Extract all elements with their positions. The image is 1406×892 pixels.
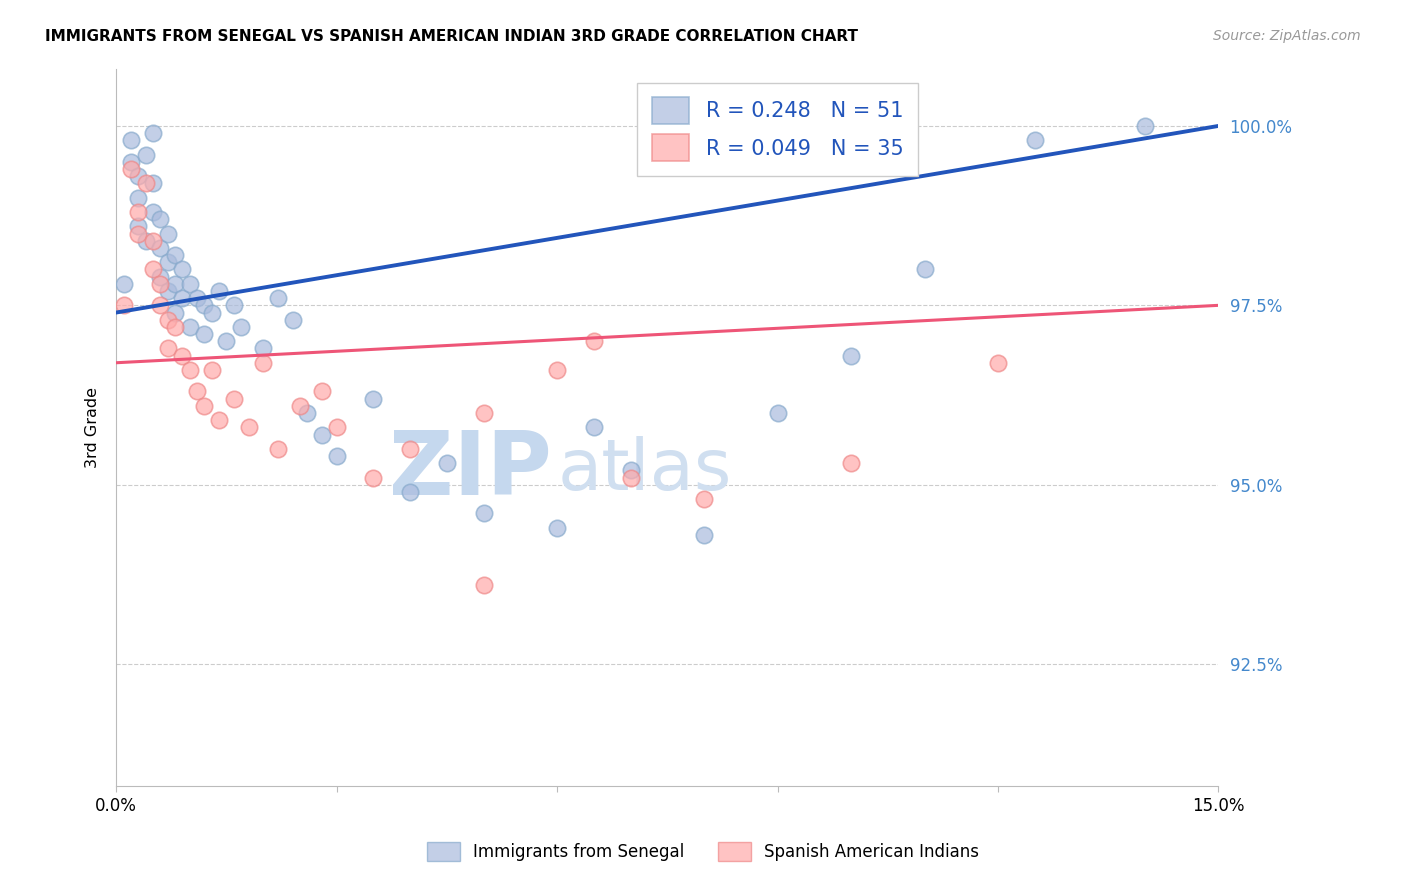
Point — [172, 291, 194, 305]
Point — [127, 169, 149, 183]
Point — [201, 305, 224, 319]
Point — [238, 420, 260, 434]
Point — [156, 312, 179, 326]
Point — [546, 363, 568, 377]
Point — [149, 277, 172, 291]
Point — [987, 356, 1010, 370]
Point — [156, 342, 179, 356]
Point — [208, 284, 231, 298]
Point — [288, 399, 311, 413]
Text: atlas: atlas — [557, 436, 731, 505]
Point — [215, 334, 238, 349]
Point — [267, 291, 290, 305]
Point — [142, 234, 165, 248]
Point — [142, 262, 165, 277]
Point — [142, 205, 165, 219]
Point — [112, 298, 135, 312]
Point — [193, 399, 215, 413]
Point — [156, 227, 179, 241]
Y-axis label: 3rd Grade: 3rd Grade — [86, 387, 100, 467]
Point — [149, 269, 172, 284]
Point — [149, 241, 172, 255]
Point — [156, 255, 179, 269]
Point — [222, 298, 245, 312]
Point — [120, 133, 142, 147]
Point — [149, 212, 172, 227]
Point — [766, 406, 789, 420]
Point — [582, 334, 605, 349]
Text: Source: ZipAtlas.com: Source: ZipAtlas.com — [1213, 29, 1361, 43]
Point — [201, 363, 224, 377]
Point — [252, 342, 274, 356]
Point — [297, 406, 319, 420]
Point — [172, 349, 194, 363]
Point — [582, 420, 605, 434]
Point — [839, 456, 862, 470]
Point — [127, 227, 149, 241]
Point — [186, 291, 208, 305]
Point — [112, 277, 135, 291]
Point — [311, 427, 333, 442]
Point — [839, 349, 862, 363]
Point — [472, 406, 495, 420]
Point — [179, 277, 201, 291]
Point — [267, 442, 290, 456]
Point — [363, 470, 385, 484]
Point — [363, 392, 385, 406]
Point — [693, 528, 716, 542]
Point — [325, 449, 347, 463]
Point — [914, 262, 936, 277]
Point — [165, 319, 187, 334]
Legend: R = 0.248   N = 51, R = 0.049   N = 35: R = 0.248 N = 51, R = 0.049 N = 35 — [637, 83, 918, 176]
Point — [325, 420, 347, 434]
Point — [186, 384, 208, 399]
Point — [179, 363, 201, 377]
Point — [472, 507, 495, 521]
Point — [193, 298, 215, 312]
Point — [281, 312, 304, 326]
Point — [693, 492, 716, 507]
Point — [222, 392, 245, 406]
Point — [179, 319, 201, 334]
Point — [1024, 133, 1046, 147]
Point — [165, 248, 187, 262]
Point — [311, 384, 333, 399]
Point — [149, 298, 172, 312]
Point — [172, 262, 194, 277]
Point — [472, 578, 495, 592]
Text: ZIP: ZIP — [389, 427, 551, 514]
Point — [231, 319, 253, 334]
Point — [120, 161, 142, 176]
Point — [436, 456, 458, 470]
Point — [142, 177, 165, 191]
Point — [120, 154, 142, 169]
Point — [135, 177, 157, 191]
Point — [399, 442, 422, 456]
Point — [142, 126, 165, 140]
Point — [208, 413, 231, 427]
Point — [620, 470, 643, 484]
Point — [1133, 119, 1156, 133]
Point — [193, 326, 215, 341]
Text: IMMIGRANTS FROM SENEGAL VS SPANISH AMERICAN INDIAN 3RD GRADE CORRELATION CHART: IMMIGRANTS FROM SENEGAL VS SPANISH AMERI… — [45, 29, 858, 44]
Point — [252, 356, 274, 370]
Point — [399, 484, 422, 499]
Point — [127, 219, 149, 234]
Point — [546, 521, 568, 535]
Point — [127, 191, 149, 205]
Point — [127, 205, 149, 219]
Point — [165, 305, 187, 319]
Point — [135, 147, 157, 161]
Legend: Immigrants from Senegal, Spanish American Indians: Immigrants from Senegal, Spanish America… — [420, 835, 986, 868]
Point — [165, 277, 187, 291]
Point — [156, 284, 179, 298]
Point — [135, 234, 157, 248]
Point — [620, 463, 643, 477]
